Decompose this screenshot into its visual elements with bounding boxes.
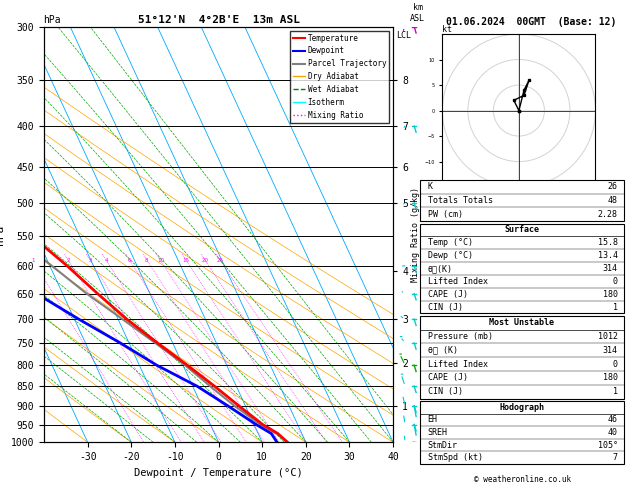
Text: 1: 1	[613, 387, 618, 396]
Text: kt: kt	[442, 25, 452, 34]
Text: 314: 314	[603, 264, 618, 273]
Text: 01.06.2024  00GMT  (Base: 12): 01.06.2024 00GMT (Base: 12)	[447, 17, 616, 27]
Text: km
ASL: km ASL	[410, 3, 425, 22]
Y-axis label: hPa: hPa	[0, 225, 5, 244]
Text: EH: EH	[428, 416, 438, 424]
Text: 1012: 1012	[598, 332, 618, 341]
Text: Dewp (°C): Dewp (°C)	[428, 251, 473, 260]
Text: Temp (°C): Temp (°C)	[428, 238, 473, 247]
Text: Hodograph: Hodograph	[499, 403, 544, 412]
Text: 13.4: 13.4	[598, 251, 618, 260]
Text: 40: 40	[608, 428, 618, 437]
Text: 4: 4	[104, 258, 108, 262]
Text: StmSpd (kt): StmSpd (kt)	[428, 453, 482, 462]
Text: SREH: SREH	[428, 428, 448, 437]
Text: CIN (J): CIN (J)	[428, 303, 463, 312]
X-axis label: Dewpoint / Temperature (°C): Dewpoint / Temperature (°C)	[134, 468, 303, 478]
FancyBboxPatch shape	[420, 401, 624, 464]
Text: StmDir: StmDir	[428, 441, 458, 450]
Text: 48: 48	[608, 196, 618, 205]
Title: 51°12'N  4°2B'E  13m ASL: 51°12'N 4°2B'E 13m ASL	[138, 15, 299, 25]
Text: 10: 10	[157, 258, 164, 262]
Text: 314: 314	[603, 346, 618, 355]
Text: Lifted Index: Lifted Index	[428, 277, 487, 286]
Text: © weatheronline.co.uk: © weatheronline.co.uk	[474, 474, 571, 484]
Text: 0: 0	[613, 360, 618, 368]
Text: Totals Totals: Totals Totals	[428, 196, 493, 205]
Text: Most Unstable: Most Unstable	[489, 318, 554, 327]
Text: 105°: 105°	[598, 441, 618, 450]
Y-axis label: Mixing Ratio (g/kg): Mixing Ratio (g/kg)	[411, 187, 420, 282]
Text: 8: 8	[145, 258, 148, 262]
Legend: Temperature, Dewpoint, Parcel Trajectory, Dry Adiabat, Wet Adiabat, Isotherm, Mi: Temperature, Dewpoint, Parcel Trajectory…	[290, 31, 389, 122]
Text: 7: 7	[613, 453, 618, 462]
Text: 46: 46	[608, 416, 618, 424]
Text: 25: 25	[216, 258, 223, 262]
Text: 2.28: 2.28	[598, 210, 618, 219]
Text: 180: 180	[603, 290, 618, 299]
Text: 2: 2	[67, 258, 70, 262]
Text: θᴄ(K): θᴄ(K)	[428, 264, 453, 273]
Text: 0: 0	[613, 277, 618, 286]
Text: 1: 1	[613, 303, 618, 312]
Text: LCL: LCL	[397, 31, 411, 40]
Text: Lifted Index: Lifted Index	[428, 360, 487, 368]
Text: 3: 3	[88, 258, 92, 262]
Text: 15: 15	[182, 258, 190, 262]
FancyBboxPatch shape	[420, 224, 624, 313]
Text: 15.8: 15.8	[598, 238, 618, 247]
Text: θᴄ (K): θᴄ (K)	[428, 346, 458, 355]
Text: 1: 1	[31, 258, 35, 262]
Text: 26: 26	[608, 182, 618, 191]
Text: 180: 180	[603, 373, 618, 382]
Text: CAPE (J): CAPE (J)	[428, 373, 468, 382]
Text: PW (cm): PW (cm)	[428, 210, 463, 219]
Text: Surface: Surface	[504, 226, 539, 234]
Text: CAPE (J): CAPE (J)	[428, 290, 468, 299]
Text: hPa: hPa	[43, 15, 60, 25]
Text: CIN (J): CIN (J)	[428, 387, 463, 396]
Text: K: K	[428, 182, 433, 191]
Text: Pressure (mb): Pressure (mb)	[428, 332, 493, 341]
FancyBboxPatch shape	[420, 180, 624, 221]
FancyBboxPatch shape	[420, 316, 624, 399]
Text: 6: 6	[128, 258, 131, 262]
Text: 20: 20	[201, 258, 209, 262]
